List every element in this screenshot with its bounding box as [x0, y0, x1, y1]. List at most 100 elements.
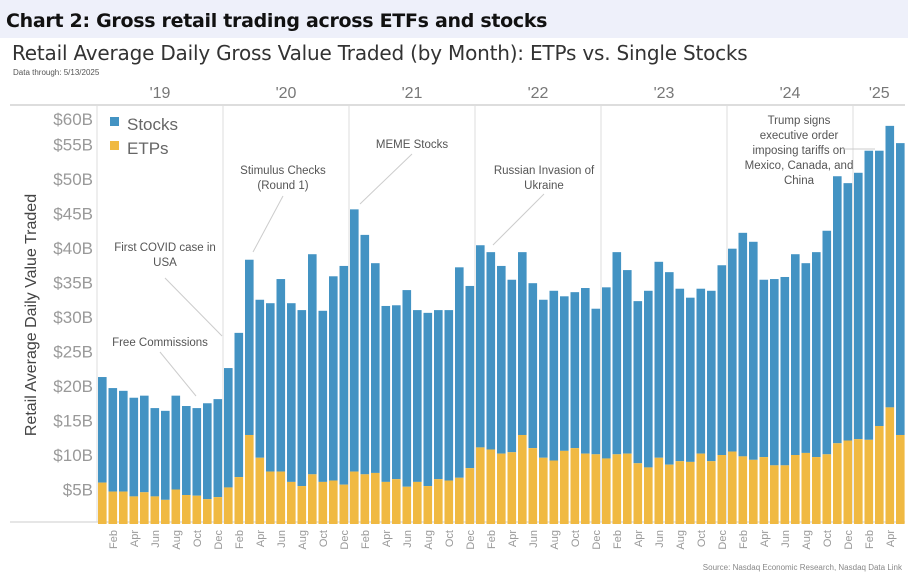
annotation-text: Ukraine [524, 180, 564, 192]
month-tick-label: Jun [780, 530, 792, 548]
bar-etps [276, 471, 286, 524]
bar-stocks [707, 290, 716, 462]
bar-stocks [276, 279, 286, 472]
bar-stocks [455, 267, 464, 478]
bar-stocks [381, 305, 391, 482]
bar-etps [539, 457, 548, 524]
y-axis-label: Retail Average Daily Value Traded [23, 194, 40, 436]
bar-stocks [297, 310, 307, 487]
bar-stocks [822, 230, 832, 455]
bar-etps [854, 439, 863, 524]
bar-etps [728, 451, 737, 524]
bar-etps [822, 454, 832, 524]
bar-stocks [465, 285, 475, 469]
bar-etps [339, 484, 349, 524]
month-tick-label: Oct [696, 530, 708, 547]
month-tick-label: Dec [339, 530, 351, 550]
annotation-text: Free Commissions [112, 337, 208, 349]
bar-stocks [413, 310, 422, 482]
bar-stocks [203, 403, 212, 500]
bar-etps [654, 457, 664, 524]
y-tick-label: $45B [53, 205, 93, 224]
bar-etps [350, 471, 359, 524]
annotation-text: Mexico, Canada, and [745, 160, 854, 172]
header-bar: Chart 2: Gross retail trading across ETF… [0, 0, 908, 38]
bar-etps [476, 447, 485, 524]
bar-etps [612, 454, 622, 524]
bar-etps [465, 468, 475, 524]
legend-swatch-stocks [110, 117, 119, 126]
bar-stocks [329, 276, 338, 481]
bar-stocks [444, 310, 454, 481]
legend-swatch-etps [110, 141, 119, 150]
month-tick-label: Jun [528, 530, 540, 548]
month-tick-label: Jun [150, 530, 162, 548]
bar-etps [707, 461, 716, 524]
bar-stocks [738, 232, 748, 457]
bar-stocks [339, 265, 349, 485]
month-tick-label: Oct [318, 530, 330, 547]
annotation-text: imposing tariffs on [752, 145, 845, 157]
bar-stocks [518, 252, 527, 435]
bar-stocks [812, 252, 821, 458]
bar-etps [234, 477, 244, 524]
month-tick-label: Dec [843, 530, 855, 550]
month-tick-label: Feb [738, 530, 750, 549]
month-tick-label: Apr [759, 530, 771, 547]
bar-stocks [560, 296, 569, 451]
bar-stocks [140, 395, 149, 493]
chart-title: Retail Average Daily Gross Value Traded … [12, 41, 748, 65]
bar-etps [497, 453, 506, 524]
annotation-leader-line [359, 153, 413, 205]
bar-stocks [476, 245, 485, 448]
month-tick-label: Oct [444, 530, 456, 547]
bar-etps [770, 465, 779, 524]
y-tick-label: $10B [53, 446, 93, 465]
bar-etps [507, 452, 517, 524]
bar-stocks [402, 290, 412, 487]
month-tick-label: Aug [297, 530, 309, 550]
bar-stocks [885, 125, 895, 408]
month-tick-label: Oct [192, 530, 204, 547]
bar-etps [591, 454, 601, 524]
bar-stocks [161, 410, 170, 500]
bar-etps [518, 434, 527, 524]
bar-etps [896, 434, 905, 524]
month-tick-label: Jun [276, 530, 288, 548]
year-label: '25 [869, 85, 890, 102]
month-tick-label: Aug [549, 530, 561, 550]
bar-etps [885, 407, 895, 524]
legend-label-stocks: Stocks [127, 115, 178, 134]
bar-stocks [749, 241, 758, 460]
month-tick-label: Apr [507, 530, 519, 547]
bar-stocks [591, 308, 601, 455]
bar-etps [108, 491, 118, 524]
annotation-text: Russian Invasion of [494, 165, 595, 177]
bar-etps [308, 474, 317, 524]
bar-etps [528, 448, 538, 524]
bar-etps [665, 464, 674, 524]
bar-stocks [581, 288, 590, 454]
bar-etps [381, 481, 391, 524]
bar-stocks [875, 150, 884, 427]
month-tick-label: Dec [591, 530, 603, 550]
bar-etps [623, 453, 632, 524]
bar-stocks [308, 254, 317, 475]
annotation-leader-line [159, 351, 197, 397]
y-tick-label: $15B [53, 412, 93, 431]
month-tick-label: Dec [465, 530, 477, 550]
month-tick-label: Jun [654, 530, 666, 548]
month-tick-label: Apr [633, 530, 645, 547]
annotation-leader-line [252, 195, 284, 253]
annotation-text: First COVID case in [114, 242, 216, 254]
month-tick-label: Oct [570, 530, 582, 547]
bar-etps [224, 487, 233, 524]
bar-stocks [266, 303, 275, 472]
bar-etps [423, 486, 433, 524]
bar-stocks [360, 234, 370, 475]
bar-etps [675, 461, 685, 524]
bar-etps [413, 481, 422, 524]
bar-etps [644, 467, 653, 524]
bar-etps [791, 455, 800, 524]
